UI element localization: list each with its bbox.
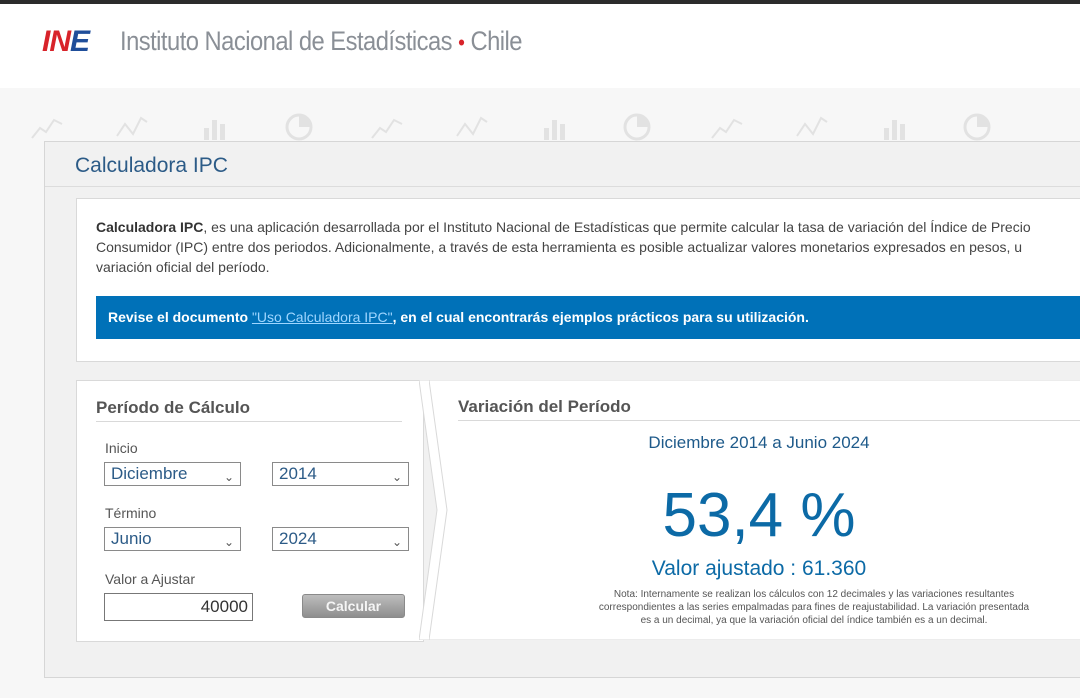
calculator-panel: Calculadora IPC Calculadora IPC, es una … — [44, 141, 1080, 678]
intro-text: Calculadora IPC, es una aplicación desar… — [96, 219, 1031, 275]
calculation-note: Nota: Internamente se realizan los cálcu… — [598, 589, 1030, 626]
valor-input[interactable]: 40000 — [104, 593, 253, 621]
site-title-dot: • — [458, 30, 465, 55]
panel-title: Calculadora IPC — [75, 154, 228, 177]
adjusted-value: Valor ajustado : 61.360 — [651, 557, 867, 580]
result-box-shape — [429, 380, 1080, 640]
watermark-bar-chart-icon — [544, 120, 565, 140]
info-box: Calculadora IPC, es una aplicación desar… — [76, 198, 1080, 362]
watermark-line-chart-icon — [116, 116, 148, 137]
inicio-year-select[interactable]: 2014 ⌄ — [272, 462, 409, 486]
result-period: Diciembre 2014 a Junio 2024 — [648, 433, 870, 452]
divider — [458, 420, 1080, 421]
watermark-line-chart-icon — [31, 118, 63, 139]
watermark-bar-chart-icon — [884, 120, 905, 140]
calculation-period-box: Período de Cálculo Inicio Diciembre ⌄ 20… — [76, 380, 424, 642]
termino-label: Término — [105, 505, 157, 521]
chevron-down-icon: ⌄ — [223, 470, 234, 484]
uso-calculadora-link[interactable]: "Uso Calculadora IPC" — [251, 309, 393, 325]
valor-label: Valor a Ajustar — [105, 571, 196, 587]
chevron-down-icon: ⌄ — [391, 535, 402, 549]
ine-logo[interactable]: INE — [42, 25, 90, 58]
watermark-line-chart-icon — [796, 116, 828, 137]
document-banner: Revise el documento "Uso Calculadora IPC… — [96, 296, 1080, 339]
watermark-line-chart-icon — [711, 118, 743, 139]
watermark-line-chart-icon — [456, 116, 488, 137]
result-section-title: Variación del Período — [458, 397, 631, 416]
watermark-line-chart-icon — [371, 118, 403, 139]
watermark-bar-chart-icon — [204, 120, 225, 140]
watermark-pie-chart-icon — [285, 113, 313, 141]
chevron-down-icon: ⌄ — [391, 470, 402, 484]
termino-month-select[interactable]: Junio ⌄ — [104, 527, 241, 551]
step-arrow — [419, 380, 450, 640]
watermark-icons — [0, 112, 1080, 152]
inicio-label: Inicio — [105, 440, 138, 456]
divider — [45, 186, 1080, 187]
variation-percentage: 53,4 % — [662, 481, 856, 550]
inicio-month-select[interactable]: Diciembre ⌄ — [104, 462, 241, 486]
logo-in: IN — [42, 25, 71, 58]
top-border — [0, 0, 1080, 4]
termino-year-select[interactable]: 2024 ⌄ — [272, 527, 409, 551]
site-header: INE Instituto Nacional de Estadísticas •… — [0, 4, 1080, 84]
watermark-pie-chart-icon — [623, 113, 651, 141]
calc-section-title: Período de Cálculo — [96, 398, 250, 417]
divider — [96, 421, 402, 422]
logo-e: E — [70, 25, 90, 58]
chevron-down-icon: ⌄ — [223, 535, 234, 549]
site-title: Instituto Nacional de Estadísticas • Chi… — [120, 26, 522, 56]
calcular-button[interactable]: Calcular — [302, 594, 405, 618]
result-box: Variación del Período Diciembre 2014 a J… — [429, 380, 1080, 640]
watermark-pie-chart-icon — [963, 113, 991, 141]
